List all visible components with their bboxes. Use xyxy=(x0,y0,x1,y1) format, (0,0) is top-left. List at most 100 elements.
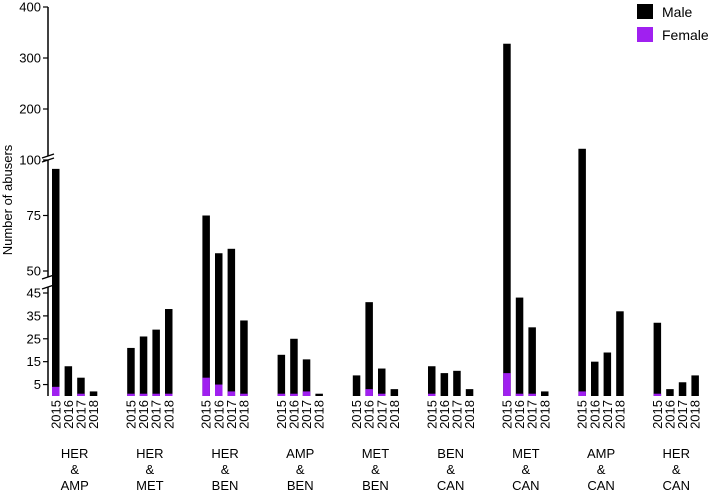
x-group-label: HER xyxy=(61,446,88,461)
legend-female-swatch xyxy=(637,27,653,42)
y-tick-label: 25 xyxy=(27,331,41,346)
bar-male xyxy=(165,309,173,396)
y-tick-label: 5 xyxy=(34,377,41,392)
x-group-label: HER xyxy=(136,446,163,461)
bar-male xyxy=(290,338,298,396)
bar-female xyxy=(240,393,248,396)
bar-female xyxy=(528,393,536,396)
bar-male xyxy=(139,336,148,396)
x-tick-label-year: 2018 xyxy=(236,400,251,429)
bar-male xyxy=(378,368,386,396)
x-tick-label-year: 2017 xyxy=(149,400,164,429)
bar-female xyxy=(152,393,160,396)
bar-male xyxy=(603,352,612,396)
x-tick-label-year: 2017 xyxy=(675,400,690,429)
x-group-label: & xyxy=(221,462,230,477)
x-tick-label-year: 2017 xyxy=(73,400,88,429)
bar-male xyxy=(591,361,599,396)
x-group-label: BEN xyxy=(287,478,314,493)
x-tick-label-year: 2016 xyxy=(211,400,226,429)
x-group-label: MET xyxy=(512,446,540,461)
bar-male xyxy=(89,391,98,396)
x-tick-label-year: 2015 xyxy=(424,400,439,429)
x-tick-label-year: 2015 xyxy=(274,400,289,429)
x-tick-label-year: 2017 xyxy=(224,400,239,429)
x-tick-label-year: 2017 xyxy=(299,400,314,429)
x-tick-label-year: 2015 xyxy=(575,400,590,429)
x-tick-label-year: 2015 xyxy=(123,400,138,429)
x-tick-label-year: 2016 xyxy=(512,400,527,429)
y-tick-label: 45 xyxy=(27,286,41,301)
bar-female xyxy=(290,393,298,396)
axes: 5 15 25 35 45 50 75 100 200 300 400 xyxy=(19,0,55,396)
bar-male xyxy=(465,389,474,396)
x-tick-label-year: 2016 xyxy=(136,400,151,429)
y-tick-label: 35 xyxy=(27,308,41,323)
x-tick-label-year: 2015 xyxy=(199,400,214,429)
x-group-label: CAN xyxy=(587,478,614,493)
bar-female xyxy=(127,393,135,396)
x-tick-label-year: 2015 xyxy=(499,400,514,429)
x-labels: 2015201620172018HER&AMP2015201620172018H… xyxy=(48,400,702,493)
x-group-label: AMP xyxy=(587,446,615,461)
bar-male xyxy=(64,366,73,396)
y-tick-label: 100 xyxy=(19,153,41,168)
axis-break-mark xyxy=(41,153,55,159)
bar-male xyxy=(365,302,373,396)
bar-male xyxy=(202,215,210,396)
bar-female xyxy=(139,393,148,396)
x-group-label: MET xyxy=(362,446,390,461)
x-tick-label-year: 2018 xyxy=(312,400,327,429)
bar-male xyxy=(127,347,135,396)
x-tick-label-year: 2017 xyxy=(600,400,615,429)
x-group-label: HER xyxy=(211,446,238,461)
bar-male xyxy=(352,375,361,396)
x-tick-label-year: 2018 xyxy=(161,400,176,429)
bar-male xyxy=(515,297,524,396)
bar-male xyxy=(302,359,311,396)
x-tick-label-year: 2018 xyxy=(462,400,477,429)
x-group-label: & xyxy=(146,462,155,477)
legend: Male Female xyxy=(637,4,709,43)
x-tick-label-year: 2018 xyxy=(537,400,552,429)
bar-male xyxy=(528,327,536,396)
y-tick-label: 15 xyxy=(27,354,41,369)
bar-female xyxy=(202,377,210,396)
bar-male xyxy=(390,389,399,396)
bar-male xyxy=(277,354,286,396)
bar-female xyxy=(52,386,60,396)
x-group-label: AMP xyxy=(61,478,89,493)
bar-female xyxy=(277,393,286,396)
bar-male xyxy=(666,389,674,396)
x-group-label: & xyxy=(371,462,380,477)
bar-female xyxy=(165,393,173,396)
x-group-label: BEN xyxy=(212,478,239,493)
bar-male xyxy=(578,148,586,396)
x-tick-label-year: 2016 xyxy=(61,400,76,429)
x-tick-label-year: 2018 xyxy=(86,400,101,429)
x-group-label: CAN xyxy=(512,478,539,493)
legend-male-swatch xyxy=(637,4,653,19)
bar-female xyxy=(302,391,311,396)
bar-male xyxy=(616,311,624,396)
y-tick-label: 75 xyxy=(27,208,41,223)
bar-male xyxy=(52,168,60,396)
bar-female xyxy=(77,393,85,396)
bar-male xyxy=(541,391,549,396)
x-group-label: & xyxy=(296,462,305,477)
x-group-label: & xyxy=(672,462,681,477)
x-tick-label-year: 2015 xyxy=(650,400,665,429)
bar-male xyxy=(215,253,223,396)
x-group-label: & xyxy=(522,462,531,477)
x-tick-label-year: 2016 xyxy=(662,400,677,429)
x-tick-label-year: 2018 xyxy=(688,400,703,429)
bar-female xyxy=(215,384,223,396)
x-group-label: MET xyxy=(136,478,164,493)
x-group-label: & xyxy=(70,462,79,477)
y-tick-label: 300 xyxy=(19,51,41,66)
x-group-label: HER xyxy=(663,446,690,461)
y-tick-label: 200 xyxy=(19,102,41,117)
bar-male xyxy=(453,370,461,396)
